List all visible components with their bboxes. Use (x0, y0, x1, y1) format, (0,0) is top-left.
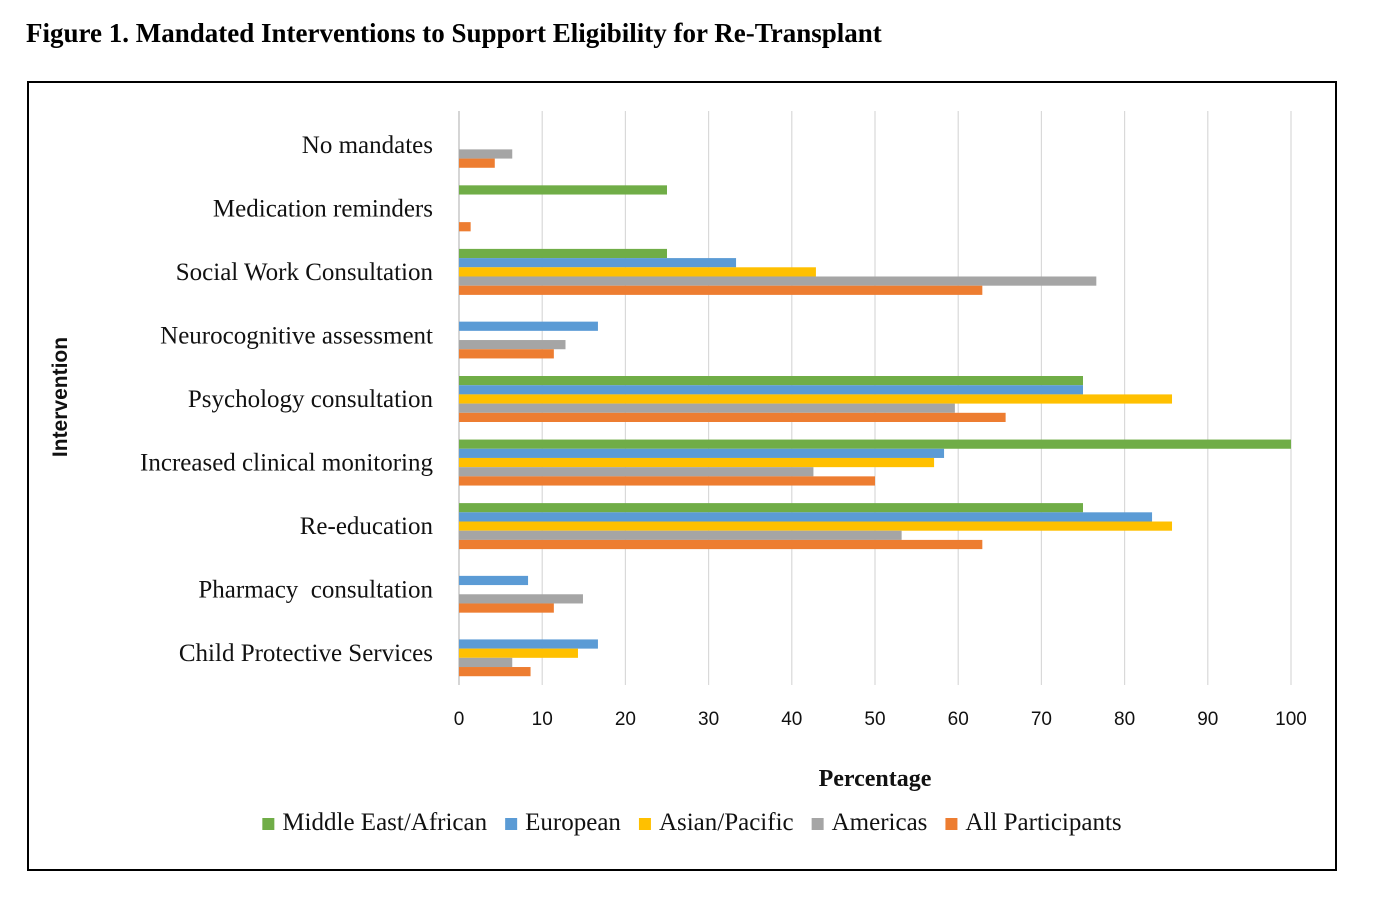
bar (459, 667, 531, 677)
bar (459, 158, 495, 168)
chart-frame: No mandates Medication reminders Social Wo… (27, 81, 1337, 871)
bar (459, 457, 935, 468)
x-tick-label: 0 (454, 709, 465, 730)
x-tick-label: 80 (1114, 709, 1135, 730)
x-tick-label: 40 (781, 709, 802, 730)
bar (459, 248, 667, 259)
category-label: Neurocognitive assessment (160, 322, 433, 349)
legend-swatch (811, 818, 824, 830)
bar (459, 412, 1006, 422)
legend-item: Americas (811, 809, 928, 836)
bar (459, 385, 1083, 395)
legend-item: European (505, 809, 621, 836)
bar (459, 340, 566, 350)
x-tick-label: 50 (864, 709, 885, 730)
bar (459, 285, 983, 295)
x-tick-label: 20 (615, 709, 636, 730)
category-label: Increased clinical monitoring (140, 450, 433, 477)
bar (459, 185, 667, 195)
x-tick-label: 30 (698, 709, 719, 730)
bar (459, 530, 902, 540)
bar (459, 539, 983, 550)
y-axis-title: Intervention (49, 337, 72, 457)
bar (459, 439, 1291, 449)
bar (459, 639, 598, 649)
legend: Middle East/African European Asian/Pacific… (262, 809, 1122, 836)
legend-swatch (638, 818, 651, 830)
bar (459, 476, 875, 486)
legend-item: Middle East/African (262, 809, 488, 836)
bar (459, 603, 554, 613)
bar (459, 258, 737, 268)
bar (459, 521, 1173, 531)
bar (459, 648, 578, 658)
legend-swatch (945, 818, 958, 830)
x-tick-label: 10 (532, 709, 553, 730)
bar (459, 321, 598, 331)
bar (459, 267, 816, 277)
legend-label: Middle East/African (282, 809, 487, 836)
x-tick-labels: 0 10 20 30 40 50 60 70 80 90 100 (454, 709, 1307, 730)
category-label: Psychology consultation (188, 386, 434, 413)
category-label: No mandates (302, 132, 433, 159)
x-tick-label: 90 (1197, 709, 1218, 730)
legend-label: Asian/Pacific (659, 809, 794, 836)
bar (459, 403, 955, 413)
bar (459, 149, 513, 159)
bar (459, 394, 1173, 404)
legend-label: All Participants (965, 809, 1121, 836)
category-label: Social Work Consultation (176, 259, 434, 286)
legend-swatch (505, 818, 518, 830)
bar (459, 512, 1153, 522)
bar (459, 222, 471, 232)
bar (459, 349, 554, 359)
x-tick-label: 60 (948, 709, 969, 730)
bar (459, 657, 513, 668)
x-tick-label: 100 (1275, 709, 1307, 730)
legend-item: All Participants (945, 809, 1122, 836)
category-label: Re-education (300, 513, 434, 540)
bar (459, 503, 1083, 513)
bar (459, 376, 1083, 386)
bar (459, 448, 945, 458)
bar (459, 276, 1097, 286)
category-label: Medication reminders (213, 195, 433, 222)
chart: No mandates Medication reminders Social Wo… (49, 111, 1307, 836)
legend-item: Asian/Pacific (638, 809, 794, 836)
x-axis-title: Percentage (819, 766, 932, 792)
x-tick-label: 70 (1031, 709, 1052, 730)
bar (459, 575, 529, 586)
legend-label: Americas (832, 809, 928, 836)
category-label: Pharmacy consultation (198, 577, 433, 604)
bar (459, 594, 583, 604)
category-label: Child Protective Services (179, 640, 433, 667)
legend-label: European (525, 809, 621, 836)
legend-swatch (262, 818, 275, 830)
figure-title: Figure 1. Mandated Interventions to Supp… (26, 18, 882, 48)
bar (459, 467, 814, 477)
category-labels: No mandates Medication reminders Social Wo… (140, 132, 433, 667)
bars (459, 149, 1291, 677)
